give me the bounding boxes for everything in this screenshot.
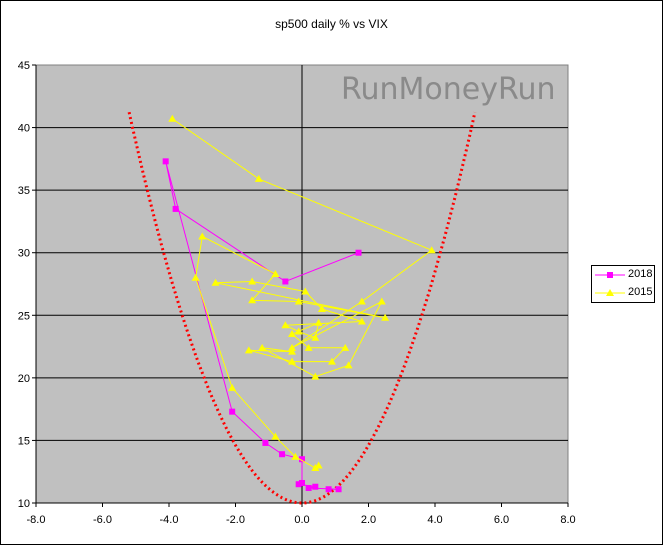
series-2018 [162, 158, 362, 493]
data-point [229, 408, 236, 415]
data-point [294, 327, 303, 335]
x-tick-label: 0.0 [294, 514, 309, 526]
x-tick-label: -8.0 [27, 514, 46, 526]
data-point [271, 269, 280, 277]
data-point [381, 313, 390, 321]
data-point [291, 452, 300, 460]
data-point [281, 321, 290, 329]
chart-title: sp500 daily % vs VIX [275, 17, 388, 31]
y-tick-label: 40 [18, 123, 30, 135]
y-tick-label: 25 [18, 310, 30, 322]
data-point [248, 296, 257, 304]
data-point [294, 297, 303, 305]
data-point [288, 357, 297, 365]
data-point [312, 483, 319, 490]
data-point [325, 486, 332, 493]
y-tick-label: 35 [18, 185, 30, 197]
legend-label-2015: 2015 [628, 286, 653, 298]
data-point [311, 372, 320, 380]
y-tick-label: 10 [18, 498, 30, 510]
legend-marker-2015 [595, 289, 625, 296]
x-tick-label: -4.0 [160, 514, 179, 526]
data-point [344, 361, 353, 369]
legend: 2018 2015 [591, 265, 655, 303]
data-point [244, 346, 253, 354]
data-point [355, 249, 362, 256]
watermark-text: RunMoneyRun [341, 72, 556, 107]
x-tick-label: 8.0 [560, 514, 575, 526]
legend-item-2018: 2018 [592, 267, 654, 283]
data-point [335, 486, 342, 493]
data-point [258, 343, 267, 351]
data-point [317, 305, 326, 313]
data-point [254, 174, 263, 182]
data-point [282, 278, 289, 285]
data-point [168, 114, 177, 122]
data-point [228, 383, 237, 391]
data-point [248, 277, 257, 285]
data-point [305, 484, 312, 491]
data-point [357, 297, 366, 305]
tick-labels: 10 15 20 25 30 35 40 45 -8.0 -6.0 -4.0 -2.0 0.0 2.0 4.… [18, 60, 576, 526]
data-point [172, 205, 179, 212]
data-point [288, 343, 297, 351]
data-point [314, 318, 323, 326]
legend-item-2015: 2015 [592, 285, 654, 301]
data-point [198, 232, 207, 240]
data-point [299, 479, 305, 486]
x-tick-label: 4.0 [427, 514, 442, 526]
parabola-line [127, 111, 477, 505]
axes [32, 64, 569, 507]
x-tick-label: 2.0 [361, 514, 376, 526]
data-point [377, 297, 386, 305]
data-point [341, 343, 350, 351]
data-point [295, 481, 302, 488]
legend-label-2018: 2018 [628, 268, 653, 280]
y-tick-label: 20 [18, 373, 30, 385]
data-point [304, 343, 313, 351]
data-point [162, 158, 169, 165]
parabola-curve [127, 111, 477, 505]
data-point [262, 439, 269, 446]
y-tick-label: 30 [18, 248, 30, 260]
legend-marker-2018 [595, 272, 625, 278]
x-tick-label: -2.0 [226, 514, 245, 526]
y-tick-label: 45 [18, 60, 30, 72]
data-point [311, 333, 320, 341]
data-point [299, 456, 305, 463]
x-tick-label: 6.0 [494, 514, 509, 526]
data-point [311, 463, 320, 471]
data-point [279, 451, 286, 458]
data-point [357, 317, 366, 325]
data-point [327, 357, 336, 365]
data-point [211, 278, 220, 286]
data-point [301, 287, 310, 295]
data-point [191, 273, 200, 281]
series-line-2015 [172, 118, 433, 469]
data-point [288, 347, 297, 355]
data-point [288, 330, 297, 338]
series-2015 [168, 114, 436, 471]
data-point [427, 246, 436, 254]
x-tick-label: -6.0 [93, 514, 112, 526]
y-tick-label: 15 [18, 435, 30, 447]
series-layer [162, 114, 436, 493]
data-point [271, 432, 280, 440]
